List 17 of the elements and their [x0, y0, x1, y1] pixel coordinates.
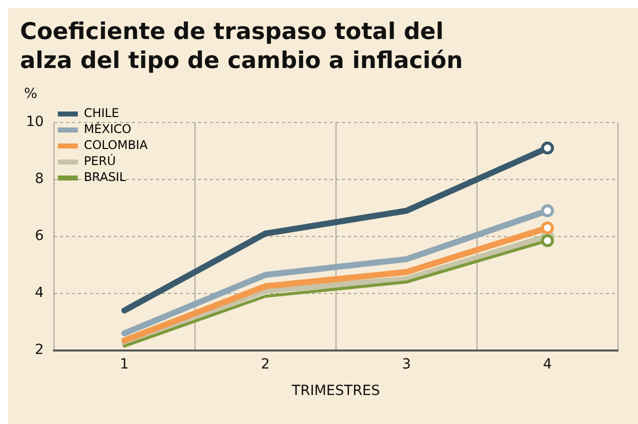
- x-tick-label: 4: [543, 356, 552, 372]
- y-axis-title: %: [24, 86, 38, 102]
- y-tick-label: 10: [26, 114, 44, 130]
- legend-label: BRASIL: [84, 170, 126, 184]
- y-tick-label: 4: [34, 285, 44, 302]
- x-tick-label: 1: [120, 356, 129, 372]
- x-tick-label: 3: [402, 356, 411, 372]
- legend-label: CHILE: [84, 106, 120, 120]
- x-tick-label: 2: [260, 356, 270, 372]
- y-tick-label: 8: [34, 171, 44, 188]
- legend-label: MÉXICO: [84, 121, 132, 136]
- chart-title: Coeficiente de traspaso total del alza del tipo de cambio a inflación: [19, 18, 464, 76]
- x-axis-title: TRIMESTRES: [290, 383, 380, 400]
- legend-label: PERÚ: [84, 153, 116, 168]
- y-tick-label: 6: [34, 228, 44, 244]
- legend-label: COLOMBIA: [84, 138, 148, 152]
- y-tick-label: 2: [34, 342, 44, 358]
